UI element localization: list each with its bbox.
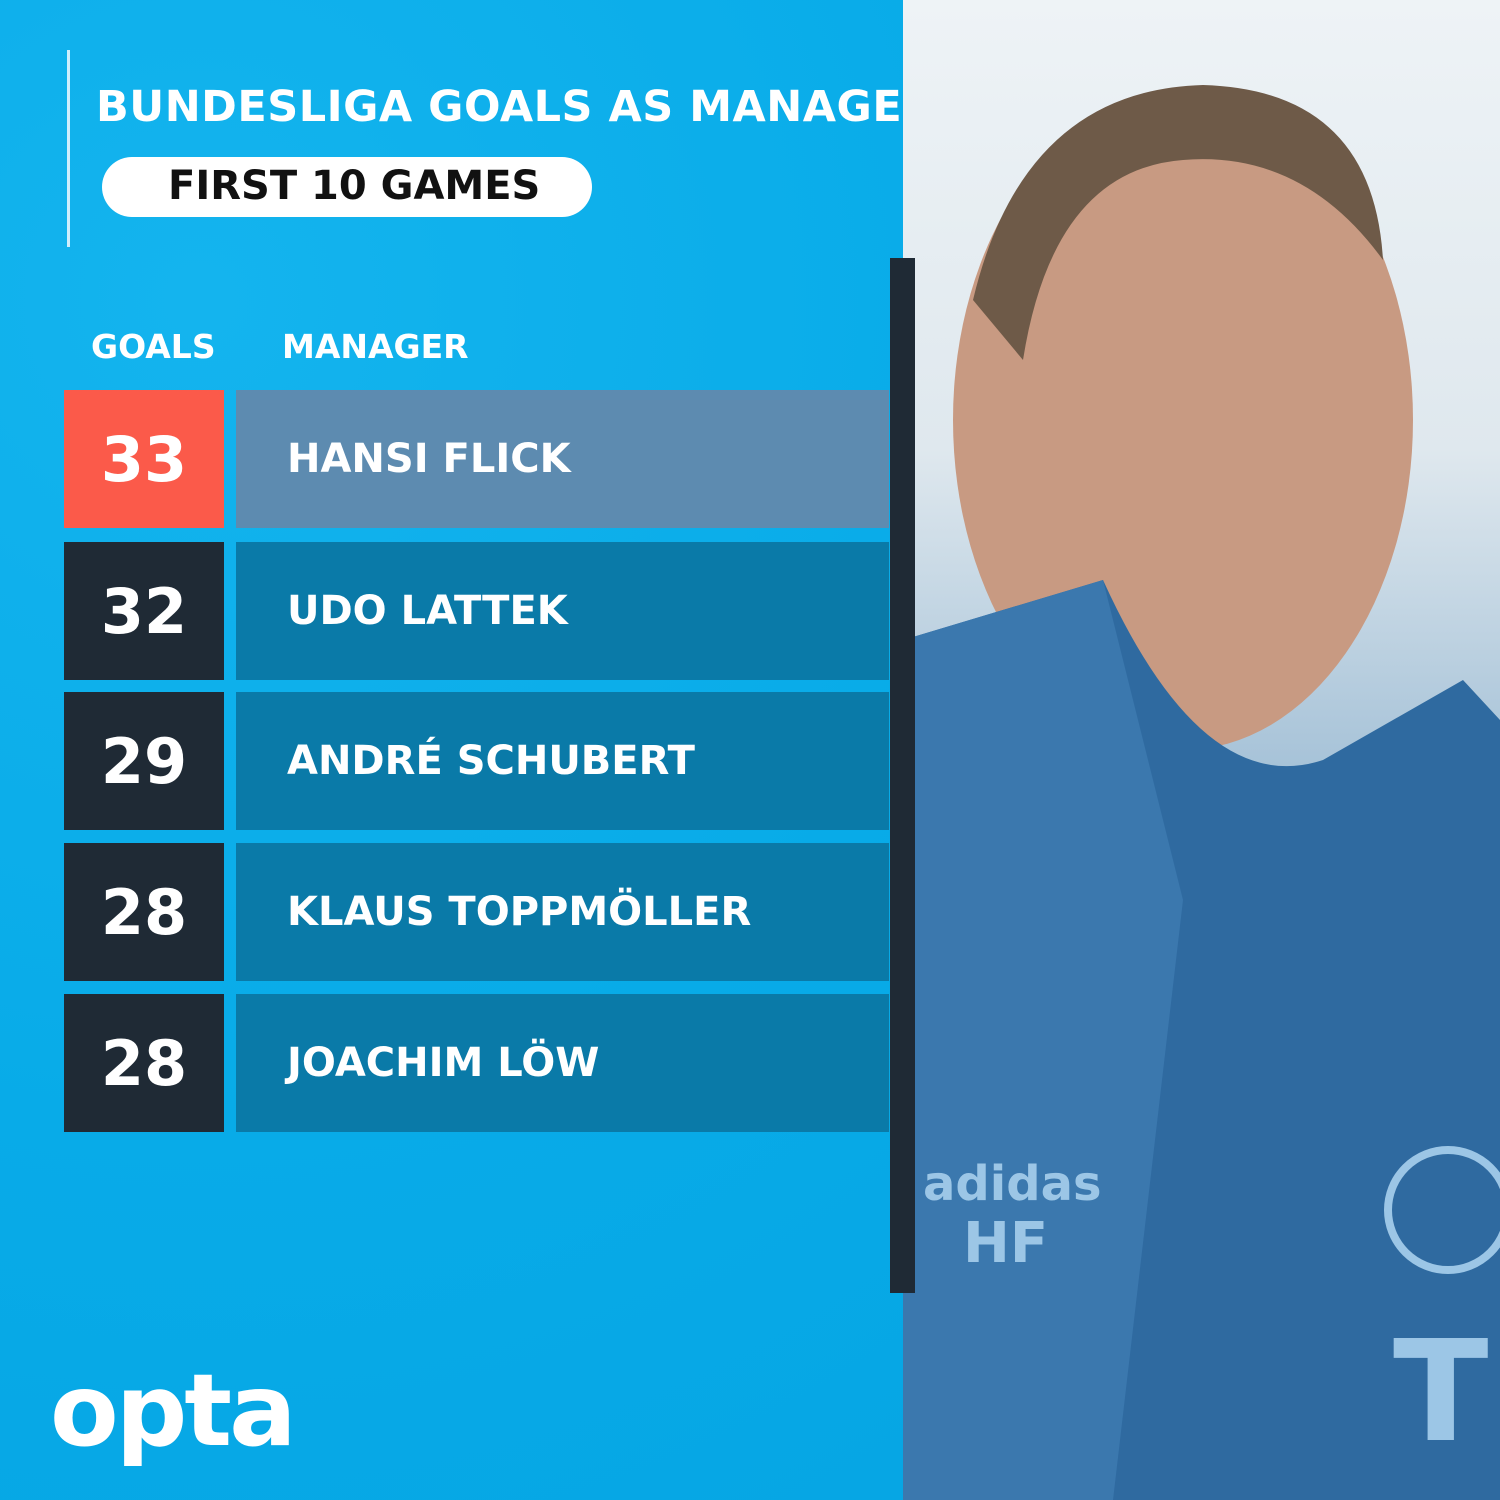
table-row: 28 KLAUS TOPPMÖLLER	[64, 843, 889, 981]
goals-cell: 28	[64, 994, 224, 1132]
table-row: 29 ANDRÉ SCHUBERT	[64, 692, 889, 830]
manager-cell: JOACHIM LÖW	[236, 994, 889, 1132]
club-crest-icon	[1384, 1146, 1500, 1274]
divider-bar	[890, 258, 915, 1293]
sponsor-text: adidas	[923, 1156, 1102, 1212]
table-row: 32 UDO LATTEK	[64, 542, 889, 680]
goals-cell: 29	[64, 692, 224, 830]
manager-cell: ANDRÉ SCHUBERT	[236, 692, 889, 830]
manager-cell: UDO LATTEK	[236, 542, 889, 680]
column-header-manager: MANAGER	[282, 327, 469, 366]
manager-cell: KLAUS TOPPMÖLLER	[236, 843, 889, 981]
opta-logo: opta	[50, 1352, 297, 1469]
portrait-illustration: adidas HF T	[903, 85, 1500, 1500]
table-row: 33 HANSI FLICK	[64, 390, 889, 528]
subtitle: FIRST 10 GAMES	[168, 163, 541, 209]
jacket-initials: HF	[963, 1211, 1048, 1276]
telekom-logo-icon: T	[1393, 1311, 1489, 1474]
goals-cell: 32	[64, 542, 224, 680]
title-accent-line	[67, 50, 70, 247]
table-row: 28 JOACHIM LÖW	[64, 994, 889, 1132]
page-title: BUNDESLIGA GOALS AS MANAGER	[96, 82, 936, 132]
goals-cell: 28	[64, 843, 224, 981]
manager-photo: adidas HF T	[903, 0, 1500, 1500]
goals-cell: 33	[64, 390, 224, 528]
manager-cell: HANSI FLICK	[236, 390, 889, 528]
column-header-goals: GOALS	[91, 327, 216, 366]
subtitle-pill: FIRST 10 GAMES	[102, 157, 592, 217]
